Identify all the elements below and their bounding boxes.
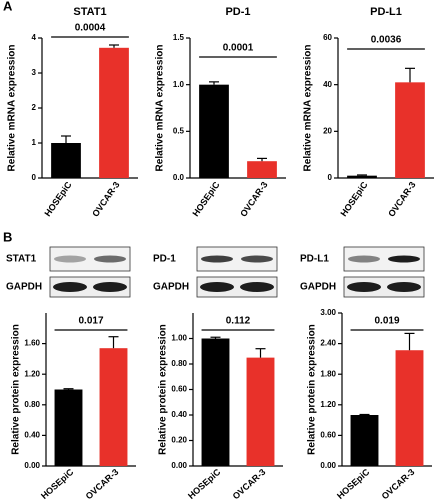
annotation: 0.0001 <box>223 43 254 54</box>
bar <box>347 175 377 178</box>
y-tick-label: 1.5 <box>173 33 185 42</box>
chart-title: PD-1 <box>225 6 250 18</box>
y-tick-label: 0 <box>328 173 333 182</box>
blot-band <box>200 282 234 292</box>
blot-label: PD-1 <box>153 254 176 265</box>
y-tick-label: 0.5 <box>173 126 185 135</box>
y-tick-label: 1.0 <box>173 80 185 89</box>
y-tick-label: 0.00 <box>320 461 336 470</box>
y-tick-label: 0.40 <box>24 431 40 440</box>
x-tick-label: OVCAR-3 <box>386 180 417 219</box>
bar <box>246 357 275 466</box>
y-tick-label: 0.00 <box>171 461 187 470</box>
annotation: 0.112 <box>226 316 251 327</box>
y-tick-label: 1 <box>32 138 37 147</box>
y-axis-label: Relative mRNA expression <box>303 45 314 172</box>
bar <box>99 348 128 466</box>
blot-label: GAPDH <box>6 282 42 293</box>
y-axis-label: Relative mRNA expression <box>155 45 166 172</box>
blot-band <box>93 282 127 292</box>
x-tick-label: OVCAR-3 <box>238 180 269 219</box>
blot-label: PD-L1 <box>300 254 329 265</box>
blot-band <box>241 255 273 263</box>
panel-label: A <box>3 0 13 13</box>
x-tick-label: OVCAR-3 <box>231 467 268 500</box>
y-tick-label: 0 <box>32 173 37 182</box>
blot-band <box>201 255 233 263</box>
blot-label: STAT1 <box>6 254 37 265</box>
blot-band <box>53 282 87 292</box>
y-tick-label: 60 <box>323 33 332 42</box>
annotation: 0.019 <box>374 316 399 327</box>
bar <box>395 82 425 178</box>
bar <box>201 338 230 466</box>
blot-band <box>54 255 86 263</box>
x-tick-label: HOSEpiC <box>190 179 221 218</box>
y-tick-label: 0.0 <box>173 173 185 182</box>
y-tick-label: 3 <box>32 68 37 77</box>
y-tick-label: 40 <box>323 80 332 89</box>
annotation: 0.0004 <box>75 23 106 34</box>
y-tick-label: 1.00 <box>171 334 187 343</box>
bar <box>51 143 81 178</box>
x-tick-label: HOSEpiC <box>42 179 73 218</box>
blot-band <box>347 282 381 292</box>
y-axis-label: Relative protein expression <box>11 324 22 455</box>
y-tick-label: 3.00 <box>320 308 336 317</box>
x-tick-label: HOSEpiC <box>186 466 223 500</box>
bar <box>350 415 379 466</box>
blot-band <box>387 282 421 292</box>
blot-label: GAPDH <box>300 282 336 293</box>
x-tick-label: OVCAR-3 <box>90 180 121 219</box>
bar <box>199 84 229 178</box>
blot-band <box>348 255 380 263</box>
y-tick-label: 0.40 <box>171 410 187 419</box>
y-tick-label: 0.80 <box>171 359 187 368</box>
y-tick-label: 0.60 <box>320 431 336 440</box>
x-tick-label: OVCAR-3 <box>84 467 121 500</box>
blot-band <box>94 255 126 263</box>
y-tick-label: 2 <box>32 103 37 112</box>
blot-band <box>388 255 420 263</box>
y-axis-label: Relative protein expression <box>158 324 169 455</box>
bar <box>395 350 424 466</box>
y-tick-label: 0.80 <box>24 400 40 409</box>
y-tick-label: 4 <box>32 33 37 42</box>
annotation: 0.0036 <box>371 35 402 46</box>
x-tick-label: OVCAR-3 <box>380 467 417 500</box>
x-tick-label: HOSEpiC <box>338 179 369 218</box>
annotation: 0.017 <box>78 316 103 327</box>
bar <box>247 161 277 178</box>
y-tick-label: 1.20 <box>320 400 336 409</box>
panel-label: B <box>3 229 12 244</box>
y-axis-label: Relative protein expression <box>307 324 318 455</box>
y-tick-label: 1.60 <box>24 339 40 348</box>
y-tick-label: 0.00 <box>24 461 40 470</box>
blot-band <box>240 282 274 292</box>
chart-title: PD-L1 <box>370 6 402 18</box>
chart-title: STAT1 <box>73 6 106 18</box>
x-tick-label: HOSEpiC <box>39 466 76 500</box>
bar <box>99 47 129 178</box>
y-axis-label: Relative mRNA expression <box>7 45 18 172</box>
y-tick-label: 0.60 <box>171 385 187 394</box>
blot-label: GAPDH <box>153 282 189 293</box>
x-tick-label: HOSEpiC <box>335 466 372 500</box>
y-tick-label: 20 <box>323 126 332 135</box>
bar <box>54 389 83 466</box>
y-tick-label: 1.20 <box>24 369 40 378</box>
y-tick-label: 2.40 <box>320 339 336 348</box>
y-tick-label: 1.80 <box>320 369 336 378</box>
y-tick-label: 0.20 <box>171 436 187 445</box>
